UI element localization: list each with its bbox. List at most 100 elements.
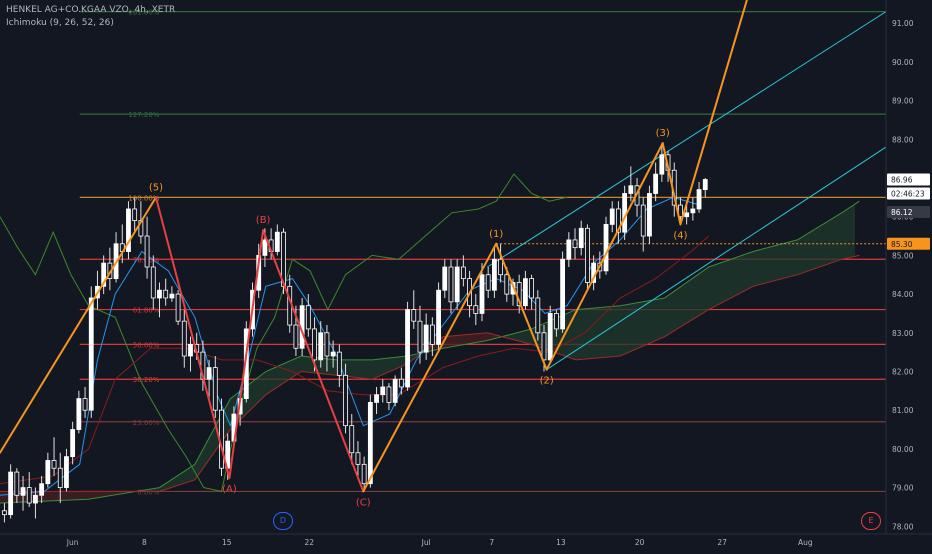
candle[interactable] — [20, 487, 26, 496]
candle[interactable] — [64, 456, 69, 488]
candle[interactable] — [429, 324, 435, 345]
candle[interactable] — [144, 235, 150, 268]
candle[interactable] — [448, 266, 454, 303]
candle[interactable] — [585, 227, 590, 283]
wave-segment[interactable] — [362, 242, 498, 493]
candle[interactable] — [522, 278, 528, 307]
candle[interactable] — [76, 398, 82, 430]
candle[interactable] — [436, 289, 441, 345]
candle[interactable] — [616, 208, 621, 233]
candle[interactable] — [361, 463, 367, 485]
candle[interactable] — [330, 351, 336, 357]
candle[interactable] — [349, 425, 355, 454]
candle[interactable] — [653, 173, 659, 194]
candle[interactable] — [206, 367, 212, 380]
candle[interactable] — [535, 297, 541, 334]
candle[interactable] — [659, 154, 665, 175]
badge-d[interactable]: D — [273, 512, 293, 530]
candle[interactable] — [380, 386, 386, 396]
candle[interactable] — [188, 343, 193, 357]
candle[interactable] — [51, 460, 57, 469]
candle[interactable] — [157, 289, 162, 299]
candle[interactable] — [336, 351, 342, 376]
candle[interactable] — [498, 258, 503, 276]
candle[interactable] — [696, 189, 702, 210]
wave-segment[interactable] — [0, 196, 157, 454]
candle[interactable] — [417, 320, 423, 353]
candle[interactable] — [163, 289, 169, 299]
channel-line[interactable] — [487, 11, 887, 268]
channel-line[interactable] — [546, 146, 887, 370]
candle[interactable] — [442, 266, 448, 291]
candle[interactable] — [628, 185, 634, 194]
wave-segment[interactable] — [545, 142, 664, 371]
candle[interactable] — [454, 266, 460, 303]
candle[interactable] — [8, 471, 14, 516]
candle[interactable] — [529, 278, 534, 299]
candle[interactable] — [405, 309, 410, 388]
candle[interactable] — [560, 258, 566, 330]
candle[interactable] — [45, 460, 51, 485]
candle[interactable] — [690, 208, 696, 214]
candle[interactable] — [504, 274, 510, 295]
candle[interactable] — [26, 487, 32, 504]
wave-segment[interactable] — [154, 196, 231, 479]
candle[interactable] — [460, 266, 466, 280]
candle[interactable] — [181, 320, 187, 357]
candle[interactable] — [281, 231, 286, 287]
candle[interactable] — [274, 231, 280, 252]
candle[interactable] — [386, 386, 392, 403]
candle[interactable] — [57, 467, 63, 488]
candle[interactable] — [262, 239, 268, 256]
candle[interactable] — [702, 179, 708, 191]
candle[interactable] — [554, 313, 559, 330]
candle[interactable] — [324, 332, 330, 357]
candle[interactable] — [609, 208, 615, 225]
candle[interactable] — [572, 239, 578, 249]
candle[interactable] — [70, 429, 76, 458]
candle[interactable] — [169, 293, 175, 299]
candle[interactable] — [305, 305, 311, 330]
candle[interactable] — [150, 266, 156, 299]
candle[interactable] — [423, 324, 429, 353]
candle[interactable] — [2, 510, 7, 516]
candle[interactable] — [293, 324, 299, 349]
badge-e[interactable]: E — [861, 512, 881, 530]
candle[interactable] — [479, 274, 485, 314]
candle[interactable] — [374, 394, 379, 403]
candle[interactable] — [411, 309, 417, 322]
candle[interactable] — [473, 305, 479, 314]
candle[interactable] — [355, 452, 361, 465]
candle[interactable] — [541, 332, 547, 361]
candle[interactable] — [101, 262, 107, 287]
candle[interactable] — [603, 224, 609, 272]
candle[interactable] — [343, 374, 348, 427]
candle[interactable] — [212, 367, 218, 411]
wave-segment[interactable] — [495, 242, 548, 371]
candle[interactable] — [485, 274, 491, 291]
candle[interactable] — [312, 328, 317, 361]
candle[interactable] — [175, 293, 181, 322]
candle[interactable] — [398, 378, 404, 388]
candle[interactable] — [39, 483, 45, 496]
candle[interactable] — [566, 239, 572, 260]
candle[interactable] — [82, 398, 88, 411]
candle[interactable] — [33, 494, 38, 504]
candle[interactable] — [647, 193, 652, 237]
candle[interactable] — [640, 204, 646, 237]
candle[interactable] — [578, 227, 584, 249]
candle[interactable] — [491, 258, 497, 291]
candle[interactable] — [88, 297, 94, 411]
candle[interactable] — [132, 208, 138, 221]
candle[interactable] — [547, 313, 553, 361]
wave-segment[interactable] — [262, 229, 365, 493]
candle[interactable] — [14, 471, 20, 496]
candle[interactable] — [684, 212, 690, 218]
wave-segment[interactable] — [661, 142, 682, 226]
candle[interactable] — [318, 332, 324, 361]
candle[interactable] — [367, 402, 373, 485]
wave-segment[interactable] — [679, 0, 748, 226]
candle[interactable] — [126, 208, 131, 252]
